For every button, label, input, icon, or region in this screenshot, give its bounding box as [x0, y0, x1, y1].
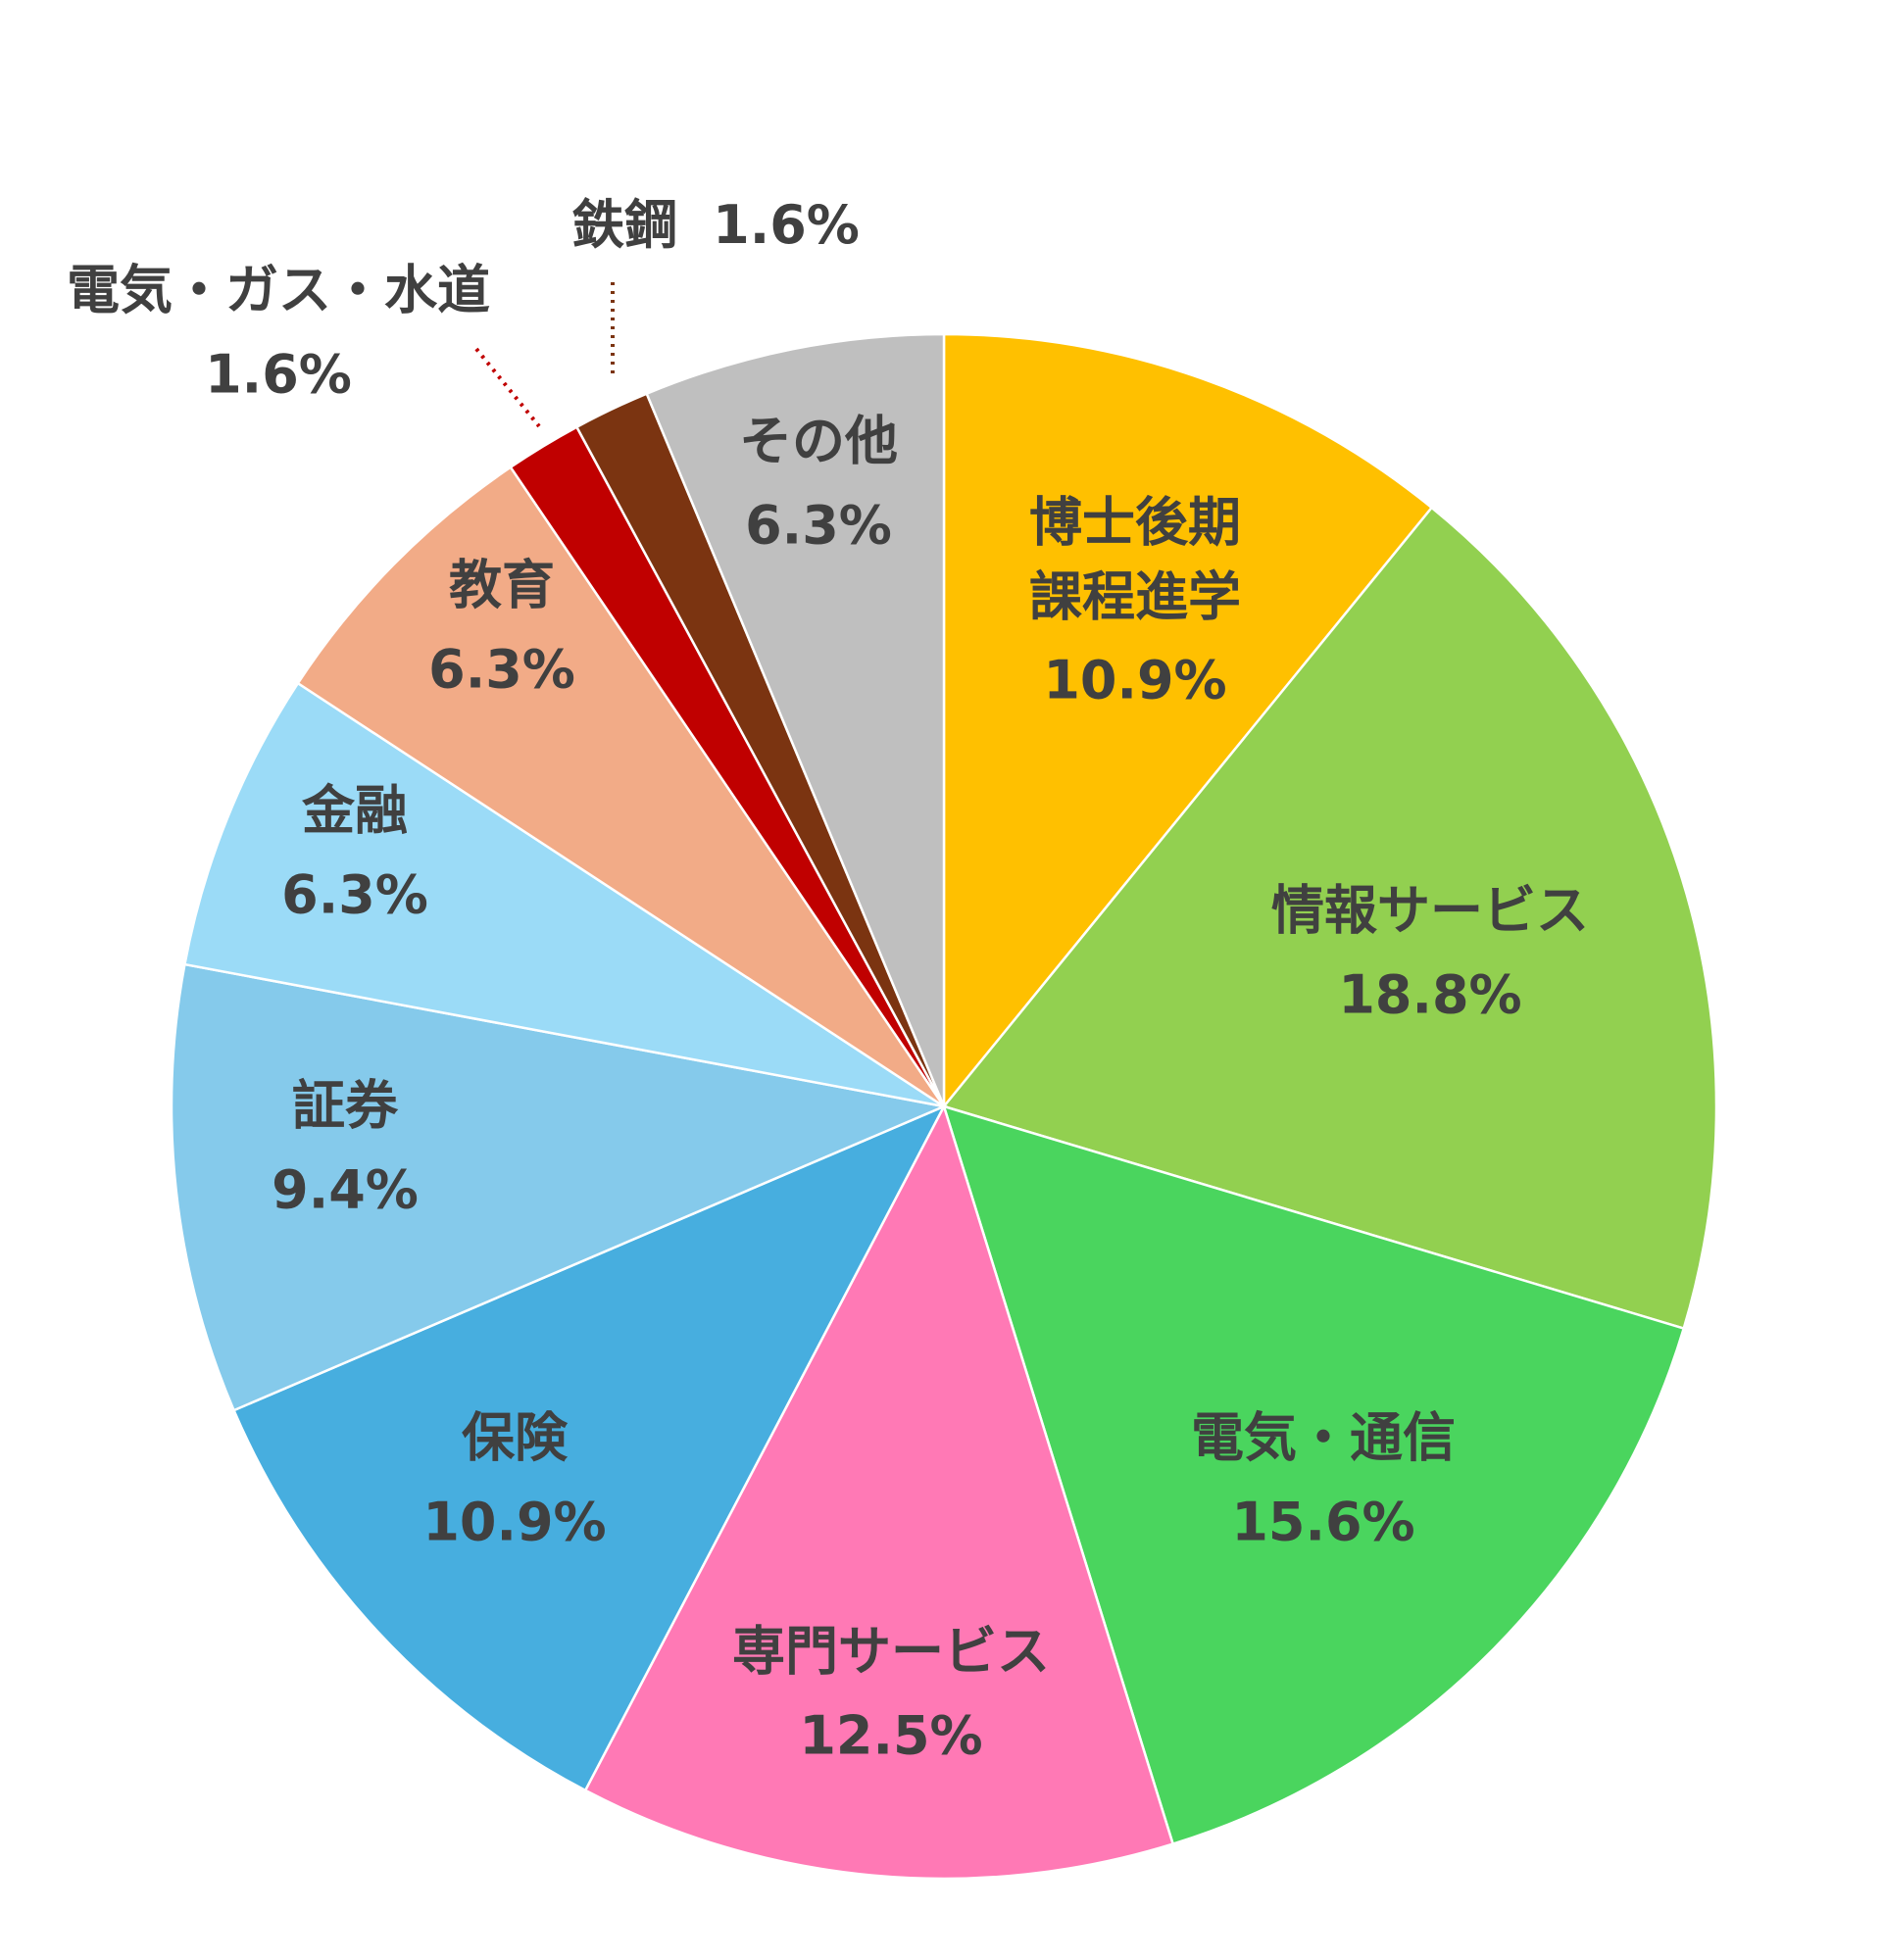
- slice-label: その他 6.3%: [739, 394, 898, 571]
- pie-slice: [296, 465, 946, 1108]
- pie-slice: [645, 332, 946, 1107]
- slice-label: 証券 9.4%: [272, 1058, 419, 1236]
- slice-label: 保険 10.9%: [422, 1391, 606, 1568]
- category-label: 証券: [291, 1074, 398, 1137]
- category-label: 情報サービス: [1271, 879, 1589, 942]
- slice-label: 鉄鋼 1.6%: [571, 188, 860, 263]
- value-label: 10.9%: [1043, 649, 1227, 711]
- category-label: 金融: [301, 779, 408, 842]
- slice-label: 専門サービス 12.5%: [732, 1604, 1050, 1782]
- slice-label: 金融 6.3%: [281, 763, 428, 941]
- value-label: 1.6%: [713, 194, 860, 257]
- category-label: その他: [739, 410, 898, 472]
- category-label: 専門サービス: [732, 1620, 1050, 1683]
- category-label: 保険: [462, 1406, 568, 1469]
- pie-slice: [583, 1102, 1175, 1881]
- slice-label: 教育 6.3%: [428, 538, 575, 715]
- pie-slice: [231, 1103, 947, 1792]
- value-label: 6.3%: [281, 863, 428, 925]
- value-label: 9.4%: [272, 1158, 419, 1220]
- pie-slice: [942, 332, 1434, 1110]
- pie-slice: [170, 962, 949, 1412]
- category-label: 鉄鋼: [571, 194, 678, 257]
- pie-slice: [182, 681, 945, 1108]
- value-label: 6.3%: [428, 638, 575, 700]
- value-label: 1.6%: [205, 343, 352, 405]
- slice-label: 電気・通信 15.6%: [1191, 1391, 1456, 1568]
- slice-label: 電気・ガス・水道 1.6%: [67, 243, 490, 420]
- category-label: 電気・ガス・水道: [67, 259, 490, 321]
- value-label: 10.9%: [422, 1491, 607, 1552]
- category-label: 電気・通信: [1191, 1406, 1456, 1469]
- value-label: 12.5%: [799, 1704, 983, 1766]
- pie-slice: [941, 506, 1718, 1331]
- category-label: 博士後期 課程進学: [1029, 491, 1241, 628]
- value-label: 15.6%: [1231, 1491, 1415, 1552]
- category-label: 教育: [448, 554, 555, 616]
- value-label: 18.8%: [1338, 963, 1522, 1025]
- slice-label: 情報サービス 18.8%: [1271, 863, 1589, 1041]
- value-label: 6.3%: [745, 494, 892, 556]
- slice-label: 博士後期 課程進学 10.9%: [1029, 476, 1241, 728]
- pie-slice: [942, 1104, 1686, 1846]
